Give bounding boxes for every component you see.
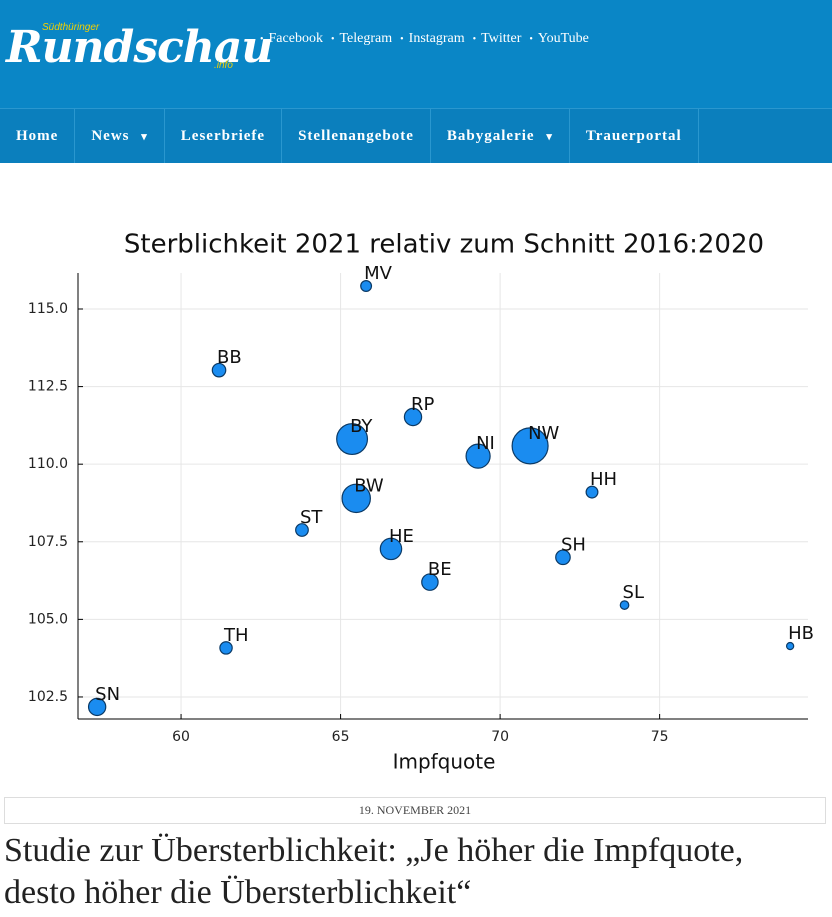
point-label: BB: [217, 347, 242, 368]
article-title[interactable]: Studie zur Übersterblichkeit: „Je höher …: [4, 832, 744, 911]
point-label: BY: [350, 416, 373, 437]
point-label: SH: [561, 534, 586, 555]
chart: Sterblichkeit 2021 relativ zum Schnitt 2…: [28, 230, 814, 774]
nav-item[interactable]: News: [75, 109, 165, 163]
y-tick-label: 105.0: [28, 611, 68, 627]
social-link[interactable]: YouTube: [529, 31, 589, 47]
nav-item[interactable]: Stellenangebote: [282, 109, 431, 163]
point-label: NW: [528, 423, 559, 444]
logo-suffix: .info: [214, 60, 233, 71]
bubble: [465, 443, 491, 469]
point-label: HB: [788, 623, 814, 644]
bubble: [87, 697, 107, 717]
nav-item[interactable]: Home: [0, 109, 76, 163]
x-tick-label: 70: [491, 729, 509, 745]
y-tick-label: 112.5: [28, 379, 68, 395]
bubble: [555, 549, 571, 566]
y-tick-label: 115.0: [28, 301, 68, 317]
bubble: [360, 280, 373, 293]
chart-title: Sterblichkeit 2021 relativ zum Schnitt 2…: [124, 230, 764, 260]
bubble: [619, 600, 630, 610]
nav-item[interactable]: Leserbriefe: [165, 109, 283, 163]
x-tick-label: 65: [332, 729, 350, 745]
bubble: [585, 485, 599, 499]
y-tick-label: 102.5: [28, 689, 68, 705]
point-label: TH: [223, 625, 249, 646]
bubble: [421, 573, 439, 591]
y-tick-label: 107.5: [28, 534, 68, 550]
x-tick-label: 60: [172, 729, 190, 745]
y-tick-label: 110.0: [28, 456, 68, 472]
point-label: RP: [411, 394, 435, 415]
x-axis-label: Impfquote: [393, 750, 496, 774]
point-label: SL: [623, 582, 644, 603]
point-label: HE: [389, 526, 414, 547]
point-label: ST: [300, 507, 323, 528]
header: Rundschau Südthüringer .info Facebook Tel…: [0, 0, 832, 108]
nav-item[interactable]: Babygalerie: [431, 109, 570, 163]
point-label: MV: [364, 263, 393, 284]
point-label: SN: [95, 684, 120, 705]
bubble: [341, 483, 371, 514]
social-link[interactable]: Twitter: [473, 31, 521, 47]
bubble: [295, 523, 309, 537]
x-tick-label: 75: [651, 729, 669, 745]
bubble: [219, 641, 233, 655]
point-label: BE: [428, 559, 452, 580]
point-label: NI: [476, 433, 495, 454]
logo[interactable]: Rundschau: [6, 22, 273, 73]
bubble: [379, 537, 403, 561]
point-label: BW: [354, 475, 384, 496]
bubble: [211, 362, 227, 378]
logo-tagline: Südthüringer: [42, 22, 100, 33]
nav-bar: HomeNewsLeserbriefeStellenangeboteBabyga…: [0, 108, 832, 163]
bubble: [336, 423, 369, 456]
social-link[interactable]: Instagram: [400, 31, 465, 47]
point-label: HH: [590, 469, 617, 490]
social-links: Facebook Telegram Instagram Twitter YouTube: [260, 31, 589, 47]
nav-item[interactable]: Trauerportal: [570, 109, 699, 163]
social-link[interactable]: Telegram: [331, 31, 392, 47]
article-date: 19. NOVEMBER 2021: [4, 797, 826, 824]
social-link[interactable]: Facebook: [260, 31, 323, 47]
bubble: [511, 427, 549, 465]
bubble: [403, 407, 423, 427]
bubble: [785, 641, 795, 651]
